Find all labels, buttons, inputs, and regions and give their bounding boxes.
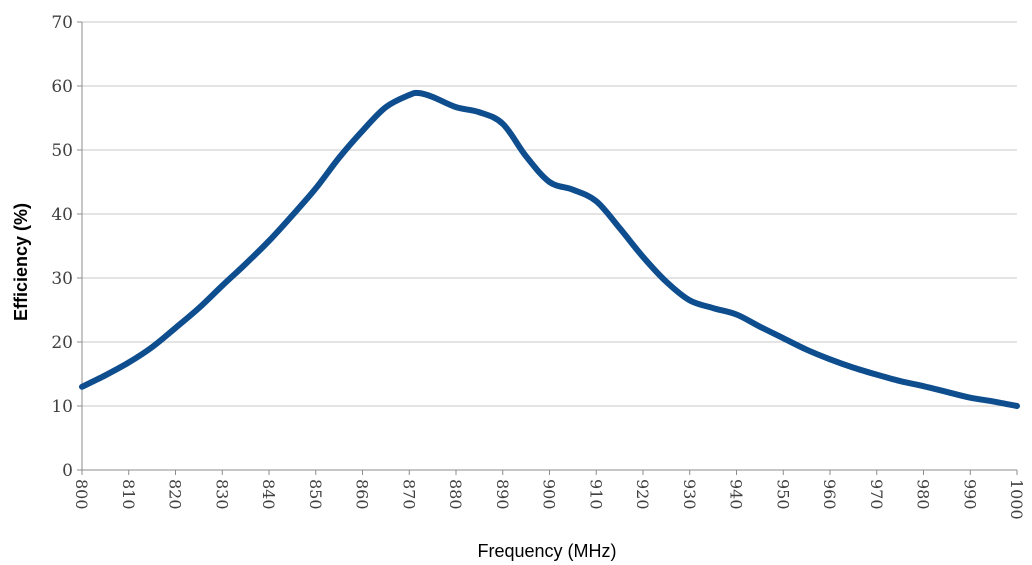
y-tick-label: 40 — [51, 205, 73, 225]
y-tick-label: 30 — [51, 269, 73, 289]
y-axis-ticks: 0 10 20 30 40 50 60 70 — [51, 13, 82, 481]
x-tick-label: 890 — [493, 479, 512, 510]
x-tick-label: 870 — [399, 479, 418, 510]
x-tick-label: 860 — [353, 479, 372, 510]
y-tick-label: 20 — [51, 333, 73, 353]
x-tick-label: 980 — [914, 479, 933, 510]
y-tick-label: 70 — [51, 13, 73, 33]
y-tick-label: 50 — [51, 141, 73, 161]
x-tick-label: 810 — [119, 479, 138, 510]
x-tick-label: 850 — [306, 479, 325, 510]
y-tick-label: 60 — [51, 77, 73, 97]
x-tick-label: 830 — [212, 479, 231, 510]
axes — [81, 22, 1017, 471]
x-tick-label: 1000 — [1007, 479, 1026, 520]
x-tick-label: 800 — [72, 479, 91, 510]
series-group — [79, 89, 1020, 409]
gridlines — [82, 21, 1017, 407]
x-tick-label: 900 — [540, 479, 559, 510]
x-tick-label: 930 — [680, 479, 699, 510]
x-axis-ticks: 800 810 820 830 840 850 860 870 880 890 900 910 920 9… — [72, 470, 1026, 520]
x-axis-title: Frequency (MHz) — [477, 541, 616, 561]
x-tick-label: 950 — [773, 479, 792, 510]
series-line-0 — [79, 89, 1020, 409]
y-tick-label: 10 — [51, 397, 73, 417]
y-tick-label: 0 — [62, 461, 73, 481]
x-tick-label: 910 — [586, 479, 605, 510]
x-tick-label: 920 — [633, 479, 652, 510]
x-tick-label: 940 — [727, 479, 746, 510]
x-tick-label: 820 — [166, 479, 185, 510]
x-tick-label: 990 — [960, 479, 979, 510]
y-axis-title: Efficiency (%) — [11, 203, 31, 321]
x-tick-label: 960 — [820, 479, 839, 510]
x-tick-label: 840 — [259, 479, 278, 510]
x-tick-label: 970 — [867, 479, 886, 510]
x-tick-label: 880 — [446, 479, 465, 510]
